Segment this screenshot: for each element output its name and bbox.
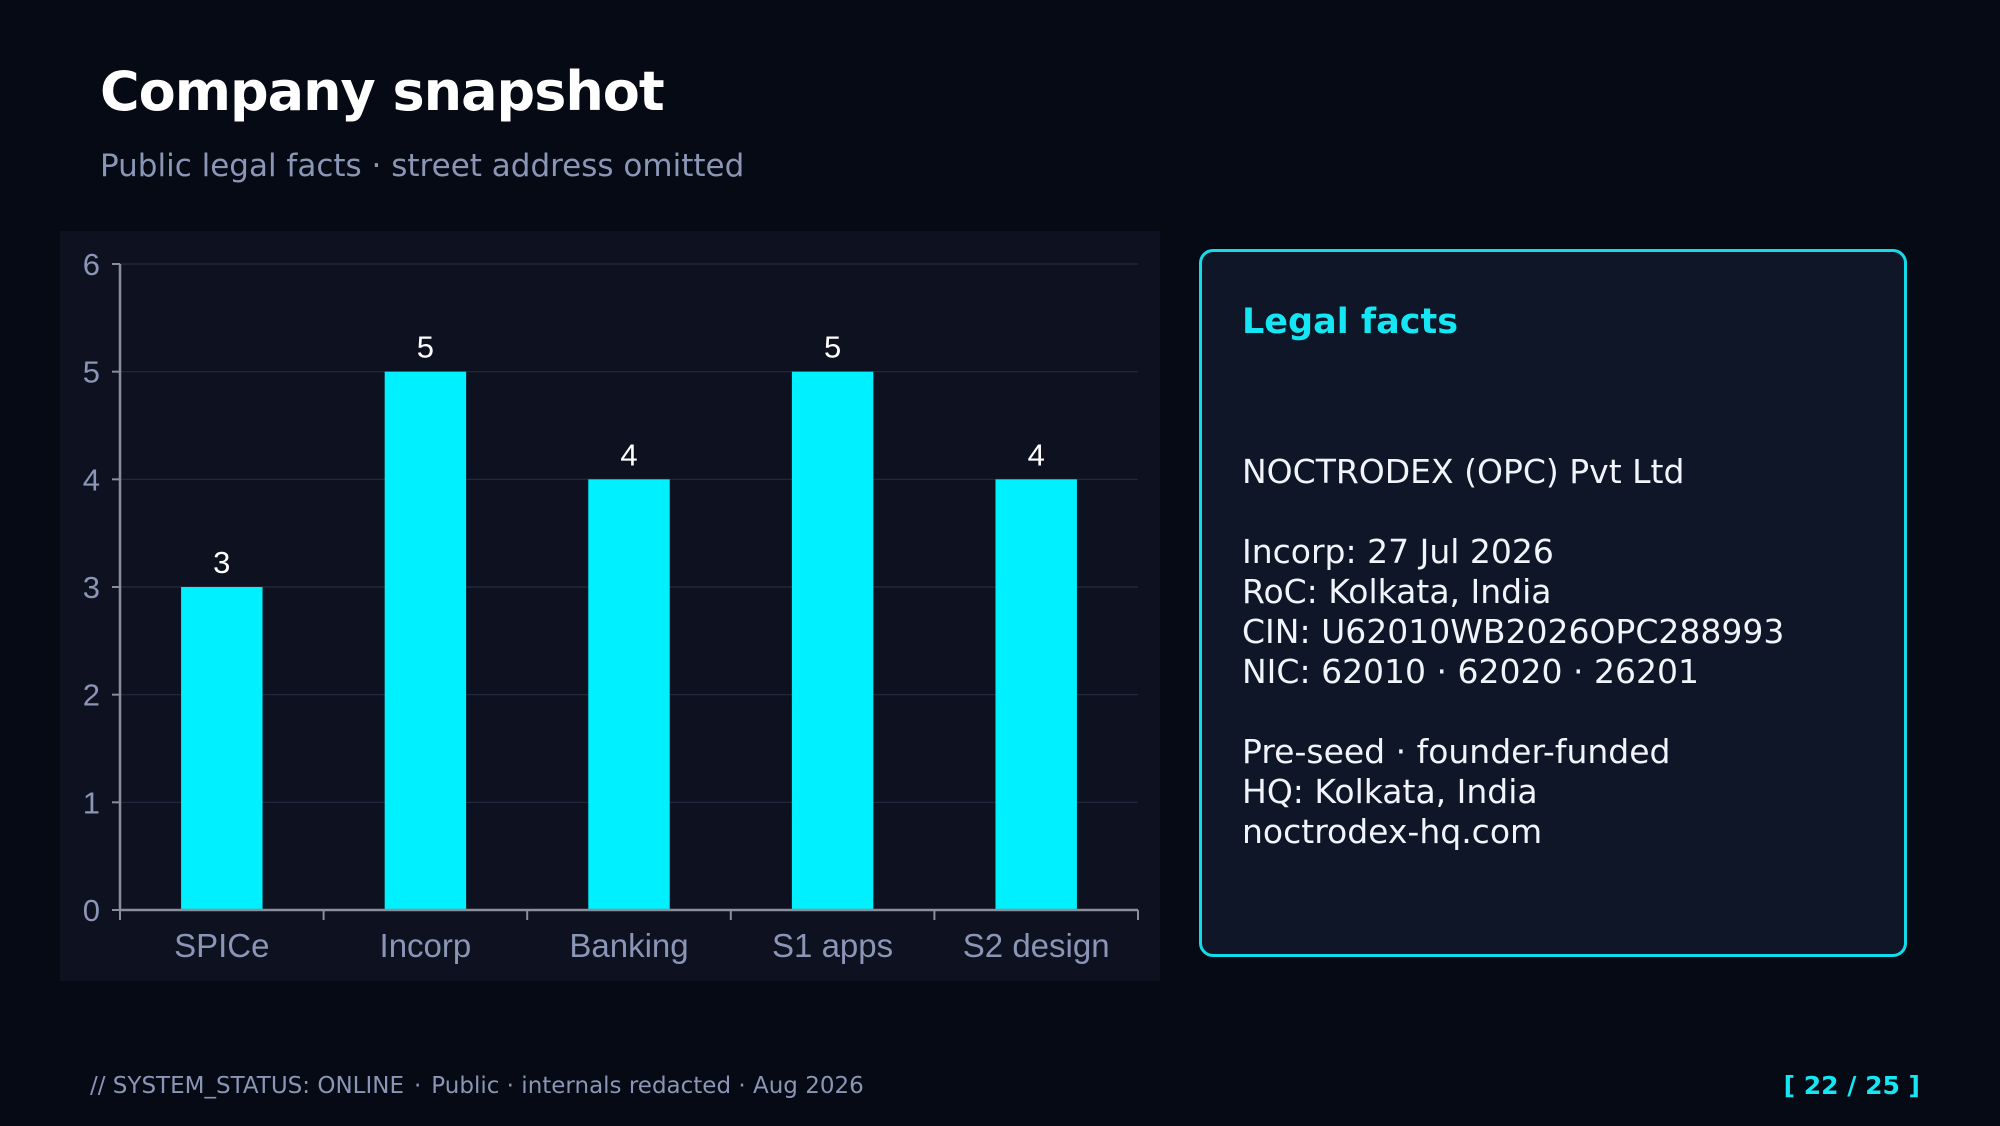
spacer	[1242, 692, 1882, 732]
y-tick-label: 6	[83, 247, 100, 282]
website: noctrodex-hq.com	[1242, 812, 1543, 851]
bar	[588, 479, 670, 910]
nic-codes: NIC: 62010 · 62020 · 26201	[1242, 652, 1699, 691]
legal-facts-body: NOCTRODEX (OPC) Pvt Ltd Incorp: 27 Jul 2…	[1242, 452, 1882, 852]
x-tick-label: Banking	[569, 927, 688, 964]
footer-note: Public · internals redacted · Aug 2026	[431, 1073, 864, 1099]
x-tick-label: S1 apps	[772, 927, 893, 964]
footer-separator: ·	[413, 1073, 422, 1099]
legal-facts-card: Legal facts NOCTRODEX (OPC) Pvt Ltd Inco…	[1199, 249, 1907, 957]
x-tick-label: Incorp	[380, 927, 472, 964]
page-title: Company snapshot	[100, 60, 665, 123]
company-name: NOCTRODEX (OPC) Pvt Ltd	[1242, 452, 1685, 491]
bar	[995, 479, 1077, 910]
page-subtitle: Public legal facts · street address omit…	[100, 148, 745, 184]
x-tick-label: SPICe	[174, 927, 269, 964]
roc-location: RoC: Kolkata, India	[1242, 572, 1552, 611]
y-tick-label: 1	[83, 785, 100, 820]
bar	[791, 371, 874, 910]
hq-location: HQ: Kolkata, India	[1242, 772, 1538, 811]
bar	[181, 587, 263, 910]
bar-value-label: 3	[213, 545, 230, 580]
footer-status: // SYSTEM_STATUS: ONLINE · Public · intern…	[90, 1073, 864, 1099]
bar-chart: 0 1 2 3 4 5 6 3 SPICe 5 Incorp 4 Banking 5 S1 apps 4 S2 …	[83, 247, 1139, 964]
y-tick-label: 2	[83, 678, 100, 713]
bar	[384, 371, 467, 910]
y-tick-label: 0	[83, 893, 100, 928]
incorp-date: Incorp: 27 Jul 2026	[1242, 532, 1554, 571]
legal-facts-heading: Legal facts	[1242, 302, 1459, 342]
bar-value-label: 4	[1028, 437, 1045, 472]
bar-value-label: 5	[824, 330, 841, 365]
y-tick-label: 3	[83, 570, 100, 605]
y-tick-label: 4	[83, 462, 100, 497]
y-tick-label: 5	[83, 355, 100, 390]
cin-number: CIN: U62010WB2026OPC288993	[1242, 612, 1785, 651]
x-tick-label: S2 design	[963, 927, 1110, 964]
page-counter: [ 22 / 25 ]	[1783, 1071, 1920, 1100]
chart-panel: 0 1 2 3 4 5 6 3 SPICe 5 Incorp 4 Banking 5 S1 apps 4 S2 …	[60, 231, 1160, 981]
system-status: // SYSTEM_STATUS: ONLINE	[90, 1073, 404, 1099]
bar-value-label: 4	[620, 437, 637, 472]
funding-stage: Pre-seed · founder-funded	[1242, 732, 1671, 771]
spacer	[1242, 492, 1882, 532]
bar-value-label: 5	[417, 330, 434, 365]
